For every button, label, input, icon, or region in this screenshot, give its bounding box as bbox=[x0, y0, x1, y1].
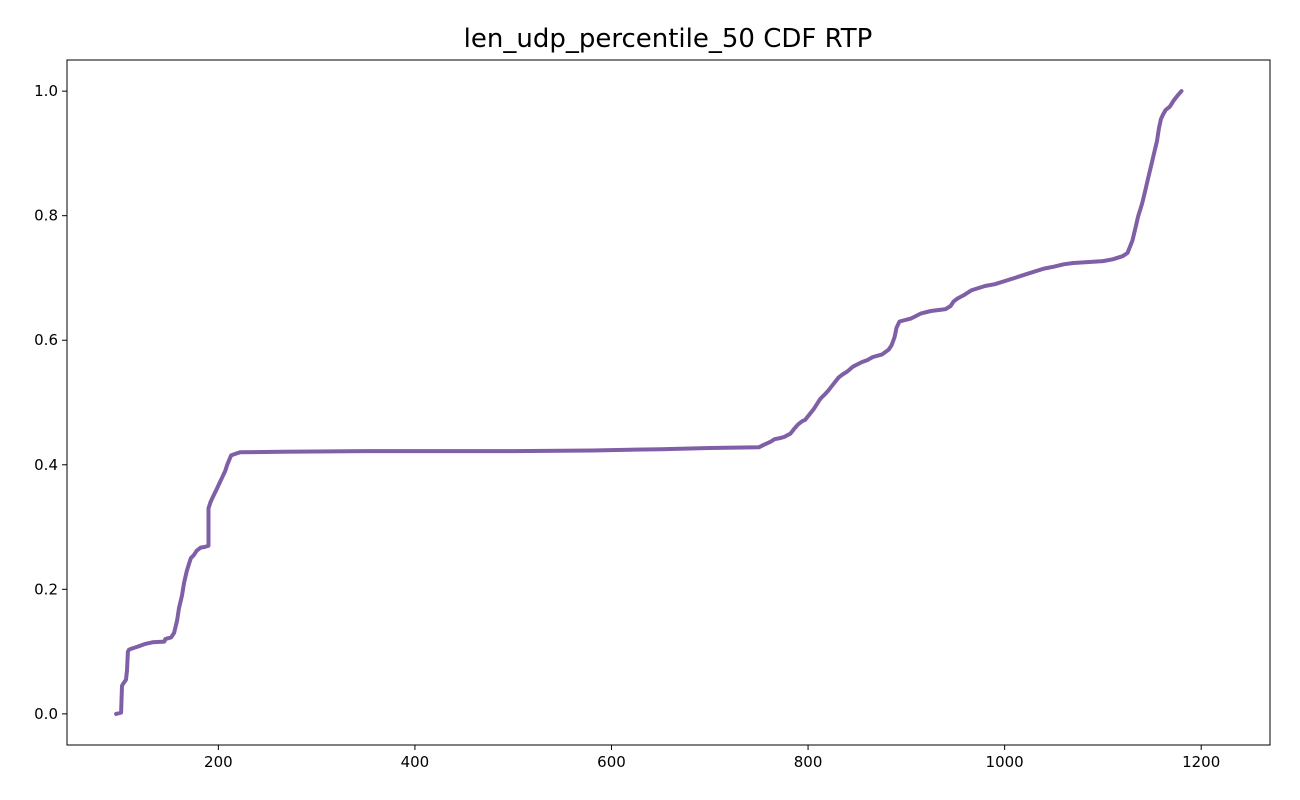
y-tick-label: 0.8 bbox=[34, 207, 58, 225]
x-tick-label: 800 bbox=[794, 753, 823, 771]
y-tick-label: 0.6 bbox=[34, 331, 58, 349]
x-tick-label: 400 bbox=[401, 753, 430, 771]
cdf-line-series bbox=[114, 89, 1184, 716]
chart-title: len_udp_percentile_50 CDF RTP bbox=[463, 24, 873, 54]
x-tick-label: 1200 bbox=[1182, 753, 1220, 771]
x-tick-label: 600 bbox=[597, 753, 626, 771]
y-axis: 0.0 0.2 0.4 0.6 0.8 1.0 bbox=[34, 82, 67, 723]
y-tick-label: 0.0 bbox=[34, 705, 58, 723]
y-tick-label: 1.0 bbox=[34, 82, 58, 100]
plot-frame bbox=[66, 59, 1271, 746]
y-tick-label: 0.2 bbox=[34, 580, 58, 598]
x-axis: 200 400 600 800 1000 1200 bbox=[204, 745, 1220, 771]
x-tick-label: 200 bbox=[204, 753, 233, 771]
y-tick-label: 0.4 bbox=[34, 456, 58, 474]
x-tick-label: 1000 bbox=[986, 753, 1024, 771]
